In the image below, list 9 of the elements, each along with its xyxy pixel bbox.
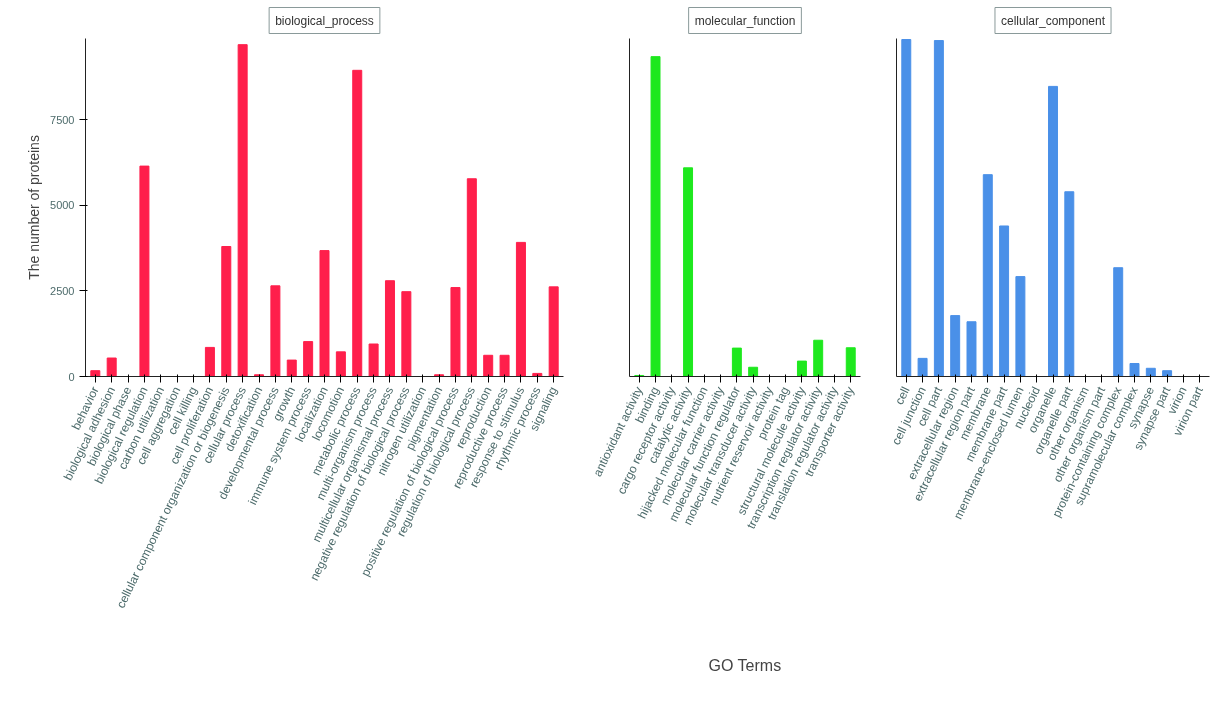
chart-title: molecular_function	[694, 13, 796, 28]
chart-title: biological_process	[275, 13, 374, 28]
y-axis-title: The number of proteins	[26, 135, 43, 280]
y-tick-label: 5000	[50, 199, 75, 212]
y-tick-label: 7500	[50, 113, 75, 126]
y-tick-label: 0	[68, 370, 75, 383]
x-axis-title: GO Terms	[708, 657, 782, 675]
y-tick-label: 2500	[50, 284, 75, 297]
chart-title: cellular_component	[1000, 13, 1106, 28]
